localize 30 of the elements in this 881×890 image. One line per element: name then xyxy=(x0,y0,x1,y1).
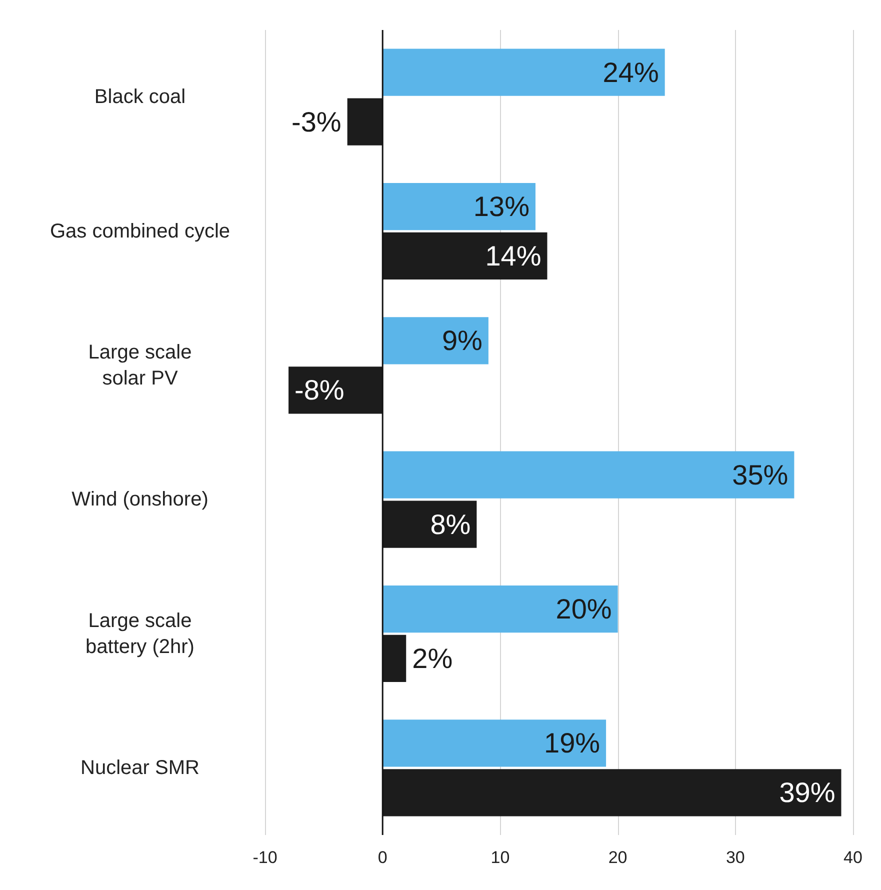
bar xyxy=(382,451,794,498)
bar xyxy=(382,182,536,230)
data-label: -8% xyxy=(294,374,344,406)
data-label: 20% xyxy=(556,594,612,625)
y-tick-label: Wind (onshore) xyxy=(72,488,208,511)
data-label: 2% xyxy=(412,642,453,674)
y-tick-label: Large scale solar PV xyxy=(88,341,192,390)
y-tick-label: Nuclear SMR xyxy=(80,756,200,779)
data-label: 24% xyxy=(602,56,659,88)
data-label: 19% xyxy=(544,728,600,759)
data-label: 39% xyxy=(779,777,836,808)
x-tick-label: 40 xyxy=(844,848,862,867)
y-tick-label: Gas combined cycle xyxy=(50,220,230,242)
bar xyxy=(382,585,618,633)
data-label: 8% xyxy=(430,508,471,540)
data-label: 9% xyxy=(442,325,482,356)
data-label: 13% xyxy=(473,191,530,222)
x-tick-label: 20 xyxy=(608,848,628,867)
y-tick-label: Large scale battery (2hr) xyxy=(86,610,194,658)
x-tick-label: 0 xyxy=(378,848,388,867)
bar xyxy=(382,48,665,96)
x-tick-label: 10 xyxy=(490,848,510,867)
bar xyxy=(382,317,488,364)
x-tick-label: -10 xyxy=(252,848,278,867)
y-tick-label: Black coal xyxy=(94,86,186,108)
x-tick-label: 30 xyxy=(726,848,745,867)
data-label: -3% xyxy=(292,106,342,138)
data-label: 35% xyxy=(732,459,788,490)
bar xyxy=(382,720,606,767)
data-label: 14% xyxy=(485,240,542,272)
